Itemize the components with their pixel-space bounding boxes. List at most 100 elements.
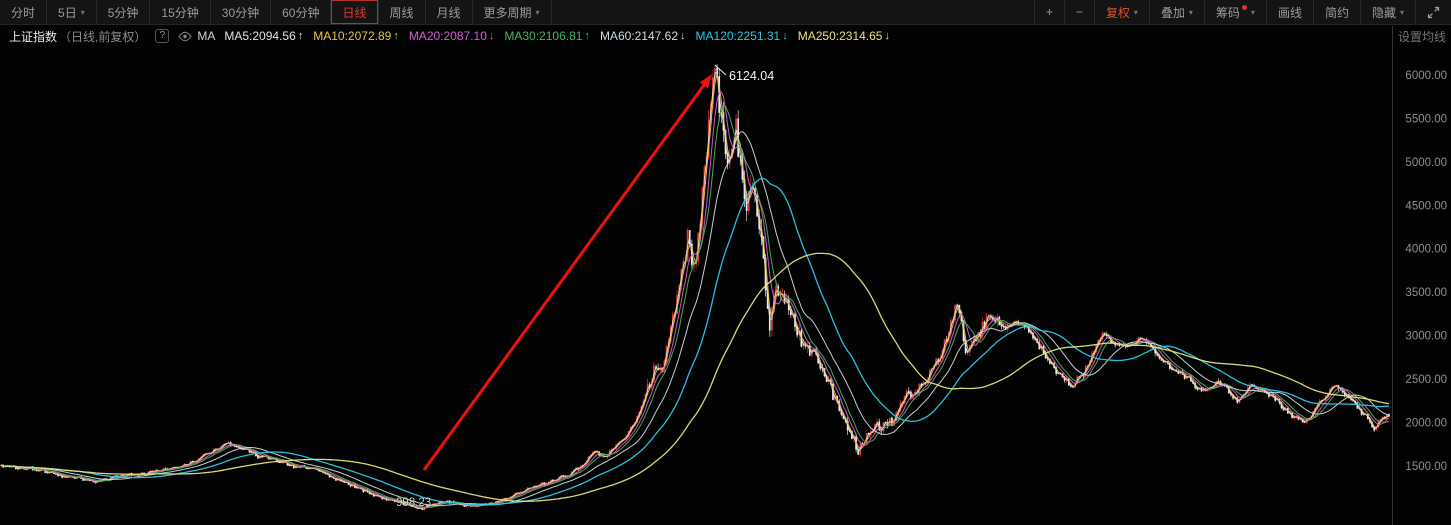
period-more-label: 更多周期: [483, 5, 532, 20]
ma-line-ma250: [0, 252, 1390, 502]
adjust-button[interactable]: 复权 ▾: [1093, 0, 1149, 24]
y-axis-label: 5000.00: [1405, 157, 1447, 169]
period-30min-label: 30分钟: [221, 5, 260, 20]
ma-lines-layer: [0, 71, 1390, 510]
y-axis-label: 4000.00: [1405, 244, 1447, 256]
arrow-down-icon: ↓: [782, 30, 788, 42]
zoom-out-label: −: [1075, 5, 1083, 19]
arrow-up-icon: ↑: [297, 30, 304, 42]
ma-values: MA5:2094.56 ↑ MA10:2072.89 ↑ MA20:2087.10 ↓ MA…: [224, 29, 890, 43]
y-axis-label: 6000.00: [1405, 70, 1447, 82]
chevron-down-icon: ▾: [80, 7, 85, 17]
period-monthly-button[interactable]: 月线: [426, 0, 473, 24]
ma-value-text: MA120:2251.31: [695, 29, 781, 43]
period-fenshi-label: 分时: [11, 5, 36, 20]
fullscreen-button[interactable]: [1415, 0, 1451, 24]
zoom-out-button[interactable]: −: [1063, 0, 1094, 24]
chevron-down-icon: ▾: [1250, 7, 1255, 17]
ma-value-text: MA250:2314.65: [797, 29, 883, 43]
ma-value-text: MA30:2106.81: [504, 29, 583, 43]
period-15min-label: 15分钟: [161, 5, 199, 20]
period-monthly-label: 月线: [436, 5, 461, 20]
arrow-down-icon: ↓: [488, 30, 495, 42]
peak-price-label: 6124.04: [729, 69, 774, 83]
ma-value-text: MA20:2087.10: [408, 29, 487, 43]
y-axis-label: 3500.00: [1405, 287, 1447, 299]
period-weekly-button[interactable]: 周线: [379, 0, 426, 24]
chevron-down-icon: ▾: [1133, 7, 1138, 17]
ma-value-ma30: MA30:2106.81 ↑: [504, 29, 590, 43]
notification-dot: [1241, 5, 1247, 10]
toolbar: 分时 5日 ▾ 5分钟 15分钟 30分钟 60分钟 日线 周线 月线 更多周期 ▾ + − 复权 ▾ 叠加 ▾…: [0, 0, 1451, 25]
ma-line-ma60: [0, 131, 1390, 507]
chips-button[interactable]: 筹码 ▾: [1203, 0, 1266, 24]
help-icon[interactable]: ?: [155, 29, 170, 43]
period-60min-button[interactable]: 60分钟: [271, 0, 332, 24]
draw-line-label: 画线: [1277, 5, 1302, 20]
period-fenshi-button[interactable]: 分时: [0, 0, 48, 24]
eye-icon[interactable]: [178, 31, 192, 42]
hide-button[interactable]: 隐藏 ▾: [1359, 0, 1415, 24]
arrow-up-icon: ↑: [393, 30, 399, 42]
ma-value-ma250: MA250:2314.65 ↓: [798, 29, 890, 43]
low-price-label: 998.23: [396, 497, 431, 509]
overlay-label: 叠加: [1160, 5, 1185, 20]
period-more-button[interactable]: 更多周期 ▾: [473, 0, 552, 24]
ma-value-ma10: MA10:2072.89 ↑: [313, 29, 399, 43]
period-weekly-label: 周线: [389, 5, 414, 20]
adjust-label: 复权: [1105, 5, 1130, 20]
y-axis-label: 2000.00: [1405, 418, 1447, 430]
ma-settings-button[interactable]: 设置均线: [1397, 30, 1446, 44]
y-axis-label: 5500.00: [1405, 113, 1447, 125]
period-5day-button[interactable]: 5日 ▾: [47, 0, 97, 24]
period-daily-button[interactable]: 日线: [331, 0, 379, 24]
chevron-down-icon: ▾: [1188, 7, 1193, 17]
period-5day-label: 5日: [58, 5, 77, 20]
period-5min-label: 5分钟: [107, 5, 139, 20]
y-axis-label: 3000.00: [1405, 331, 1447, 343]
arrow-down-icon: ↓: [680, 30, 686, 42]
ma-line-ma30: [0, 105, 1390, 508]
zoom-in-label: +: [1045, 5, 1053, 19]
ma-value-text: MA60:2147.62: [599, 29, 678, 43]
ma-line-ma10: [0, 73, 1389, 510]
expand-icon: [1427, 6, 1440, 18]
y-axis-label: 1500.00: [1405, 461, 1447, 473]
toolbar-right-group: + − 复权 ▾ 叠加 ▾ 筹码 ▾ 画线 简约 隐藏 ▾: [1033, 0, 1451, 24]
plot-layer: [0, 64, 1390, 511]
toolbar-left-group: 分时 5日 ▾ 5分钟 15分钟 30分钟 60分钟 日线 周线 月线 更多周期 ▾: [0, 0, 552, 24]
overlay-button[interactable]: 叠加 ▾: [1148, 0, 1204, 24]
trend-arrow-head: [699, 74, 712, 89]
y-axis-label: 2500.00: [1405, 374, 1447, 386]
ma-value-ma5: MA5:2094.56 ↑: [224, 29, 303, 43]
peak-pointer-line: [714, 64, 727, 76]
y-axis-label: 4500.00: [1405, 200, 1447, 212]
period-30min-button[interactable]: 30分钟: [211, 0, 272, 24]
ma-line-ma120: [0, 177, 1389, 506]
ma-line-ma5: [0, 71, 1390, 510]
simple-mode-button[interactable]: 简约: [1312, 0, 1360, 24]
period-5min-button[interactable]: 5分钟: [97, 0, 151, 24]
arrow-down-icon: ↓: [884, 30, 890, 42]
chart-mode-label: （日线,前复权）: [59, 29, 147, 44]
ma-value-ma120: MA120:2251.31 ↓: [696, 29, 788, 43]
zoom-in-button[interactable]: +: [1033, 0, 1064, 24]
period-60min-label: 60分钟: [282, 5, 320, 20]
symbol-name: 上证指数: [9, 29, 58, 44]
draw-line-button[interactable]: 画线: [1265, 0, 1313, 24]
period-15min-button[interactable]: 15分钟: [150, 0, 211, 24]
chevron-down-icon: ▾: [535, 7, 540, 17]
ma-line-ma20: [0, 91, 1390, 509]
chart-overlay-layer: 6000.00 5500.00 5000.00 4500.00 4000.00 3500.…: [396, 26, 1447, 525]
candlesticks-layer: [0, 64, 1390, 511]
ma-group: MA: [178, 29, 215, 43]
arrow-up-icon: ↑: [584, 30, 590, 42]
ma-group-label: MA: [197, 29, 216, 43]
trend-arrow-line: [422, 84, 705, 471]
indicator-bar: 上证指数 （日线,前复权） ? MA MA5:2094.56 ↑ MA10:2072…: [9, 28, 890, 44]
chips-label: 筹码: [1215, 5, 1240, 20]
simple-mode-label: 简约: [1324, 5, 1349, 20]
chevron-down-icon: ▾: [1399, 7, 1404, 17]
